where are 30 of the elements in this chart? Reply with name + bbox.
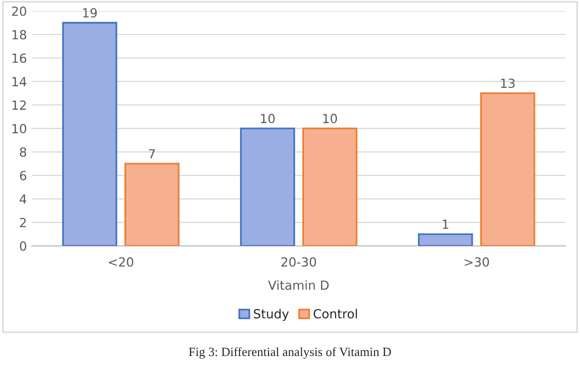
x-axis-title: Vitamin D [268, 280, 329, 290]
y-tick-label: 6 [20, 170, 26, 180]
data-label: 10 [260, 114, 275, 124]
y-tick-label: 12 [12, 100, 26, 110]
y-tick-label: 20 [12, 6, 26, 16]
bar [480, 92, 536, 246]
y-tick-label: 0 [20, 241, 26, 251]
bar [124, 162, 180, 246]
y-tick-label: 4 [20, 194, 26, 204]
bar [240, 128, 296, 246]
bar [62, 22, 118, 246]
data-label: 13 [501, 78, 515, 88]
x-tick-label: <20 [108, 257, 134, 267]
bar [302, 128, 358, 246]
legend-label: Control [314, 308, 357, 318]
y-tick-label: 14 [12, 77, 26, 86]
data-label: 1 [442, 220, 448, 229]
text: Fig 3: Differential analysis of Vitamin D [188, 347, 391, 359]
data-label: 10 [323, 114, 337, 124]
y-tick-label: 2 [20, 218, 26, 228]
y-tick-label: 16 [12, 53, 26, 63]
bar [418, 233, 473, 246]
x-tick-label: 20-30 [281, 257, 316, 267]
y-tick-label: 18 [12, 30, 26, 40]
legend-label: Study [254, 308, 289, 321]
x-tick-label: >30 [464, 257, 489, 267]
y-tick-label: 10 [12, 124, 26, 134]
y-tick-label: 8 [20, 147, 26, 157]
data-label: 7 [149, 149, 155, 158]
data-label: 19 [83, 8, 97, 18]
